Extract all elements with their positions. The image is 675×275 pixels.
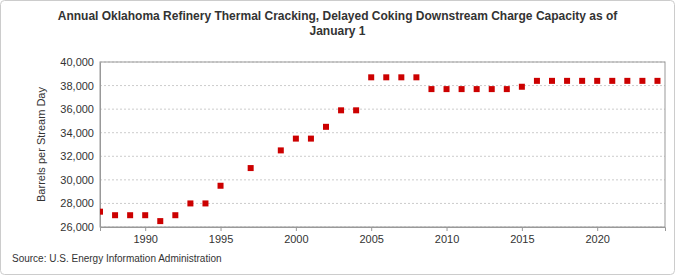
x-tick-mark [371,227,372,231]
grid [100,62,665,227]
x-tick: 1995 [209,227,233,245]
x-tick-mark [221,227,222,231]
point [609,78,615,84]
point [338,107,344,113]
point [519,84,525,90]
grid-line [100,109,665,110]
y-axis-title: Barrels per Stream Day [35,87,47,202]
grid-line [100,132,665,133]
point [383,74,389,80]
point [534,78,540,84]
point [504,86,510,92]
y-tick: 36,000 [60,103,100,115]
plot-frame [100,62,665,227]
y-tick: 30,000 [60,174,100,186]
grid-line [100,179,665,180]
x-tick-mark [597,227,598,231]
x-tick-label: 2000 [284,233,308,245]
point [187,200,193,206]
grid-line [100,85,665,86]
point [474,86,480,92]
title-line: Annual Oklahoma Refinery Thermal Crackin… [58,9,618,23]
plot: 26,000 28,000 30,000 32,000 34,000 36,000 38,0… [60,56,665,245]
point [624,78,630,84]
point [489,86,495,92]
title-line: January 1 [309,24,365,38]
x-tick-mark [296,227,297,231]
point [459,86,465,92]
point [248,165,254,171]
y-tick-label: 40,000 [60,56,94,68]
y-tick-label: 28,000 [60,197,94,209]
point [293,136,299,142]
y-tick: 34,000 [60,127,100,139]
x-tick-label: 1995 [209,233,233,245]
x-axis: 1990 1995 2000 2005 2010 2015 2020 [101,227,666,245]
grid-line [100,203,665,204]
point [654,78,660,84]
x-tick: 2010 [435,227,459,245]
background [1,1,675,275]
y-axis-line [100,63,101,228]
point [142,212,148,218]
chart: Annual Oklahoma Refinery Thermal Crackin… [0,0,675,275]
point [157,218,163,224]
x-tick: 1990 [133,227,157,245]
x-tick-label: 2005 [359,233,383,245]
point [594,78,600,84]
grid-line [100,156,665,157]
point [564,78,570,84]
point [353,107,359,113]
point [308,136,314,142]
y-tick-label: 34,000 [60,127,94,139]
x-tick: 2020 [585,227,609,245]
y-tick: 26,000 [60,221,100,233]
point [428,86,434,92]
x-tick-label: 2015 [510,233,534,245]
y-tick-label: 30,000 [60,174,94,186]
point [112,212,118,218]
point [368,74,374,80]
x-tick-mark [522,227,523,231]
x-tick-label: 2020 [585,233,609,245]
y-tick-label: 26,000 [60,221,94,233]
point [172,212,178,218]
title: Annual Oklahoma Refinery Thermal Crackin… [58,9,618,38]
y-tick: 40,000 [60,56,100,68]
point [278,147,284,153]
x-tick: 2005 [359,227,383,245]
x-tick-label: 1990 [133,233,157,245]
x-tick-mark [145,227,146,231]
point [579,78,585,84]
x-tick-mark [447,227,448,231]
y-tick: 32,000 [60,150,100,162]
y-tick: 38,000 [60,80,100,92]
y-tick-label: 36,000 [60,103,94,115]
point [413,74,419,80]
x-axis-line [101,228,666,232]
marks [100,74,660,224]
x-tick-label: 2010 [435,233,459,245]
point [639,78,645,84]
point [323,124,329,130]
y-tick-label: 32,000 [60,150,94,162]
y-tick-label: 38,000 [60,80,94,92]
point [218,183,224,189]
y-tick: 28,000 [60,197,100,209]
x-tick: 2000 [284,227,308,245]
x-tick: 2015 [510,227,534,245]
source: Source: U.S. Energy Information Administ… [12,253,222,264]
point [100,209,103,215]
point [127,212,133,218]
point [202,200,208,206]
point [398,74,404,80]
point [444,86,450,92]
point [549,78,555,84]
y-axis: 26,000 28,000 30,000 32,000 34,000 36,000 38,0… [60,56,100,233]
